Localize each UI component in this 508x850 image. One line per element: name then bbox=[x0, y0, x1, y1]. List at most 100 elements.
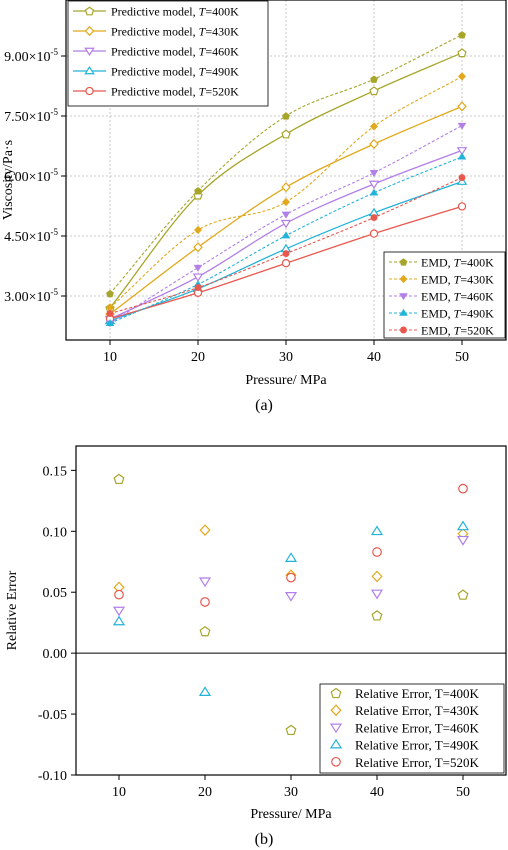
x-axis-label: Pressure/ MPa bbox=[245, 373, 327, 388]
x-tick-label: 40 bbox=[370, 785, 384, 800]
legend-item: Relative Error, T=520K bbox=[331, 755, 480, 770]
data-point bbox=[370, 525, 384, 536]
y-tick-label: 4.50×10-5 bbox=[4, 227, 58, 245]
legend-label: Relative Error, T=520K bbox=[355, 755, 480, 770]
legend-marker bbox=[331, 756, 341, 767]
data-point bbox=[371, 570, 383, 583]
data-point bbox=[286, 572, 296, 583]
data-point bbox=[370, 75, 378, 83]
data-point bbox=[112, 615, 126, 626]
legend-item: Predictive model, T=490K bbox=[73, 65, 239, 79]
data-point bbox=[456, 147, 468, 156]
data-point bbox=[194, 187, 202, 195]
data-point bbox=[194, 225, 202, 235]
x-axis-label: Pressure/ MPa bbox=[250, 807, 332, 822]
data-point bbox=[106, 289, 114, 298]
y-tick-label: 6.00×10-5 bbox=[4, 167, 58, 185]
legend-marker bbox=[84, 65, 95, 75]
data-point bbox=[200, 597, 210, 607]
legend-marker bbox=[84, 47, 95, 57]
legend-label: EMD, T=460K bbox=[421, 290, 494, 304]
legend-marker bbox=[399, 274, 408, 284]
legend-label: Relative Error, T=400K bbox=[355, 686, 480, 701]
data-point bbox=[199, 524, 211, 536]
data-point bbox=[282, 197, 290, 207]
data-point bbox=[199, 625, 211, 637]
y-tick-label: -0.05 bbox=[38, 708, 67, 723]
data-point bbox=[106, 310, 114, 318]
data-point bbox=[193, 242, 203, 253]
y-tick-label: 9.00×10-5 bbox=[4, 47, 58, 65]
legend-label: Relative Error, T=460K bbox=[355, 720, 480, 735]
data-point bbox=[456, 535, 470, 546]
legend-marker bbox=[399, 293, 408, 301]
legend-label: EMD, T=400K bbox=[421, 256, 494, 270]
legend-marker bbox=[329, 723, 343, 734]
panel-a-label: (a) bbox=[255, 397, 273, 414]
data-point bbox=[371, 610, 383, 621]
y-tick-label: 0.00 bbox=[43, 647, 68, 662]
data-point bbox=[198, 577, 212, 588]
data-point bbox=[369, 138, 379, 150]
data-point bbox=[370, 589, 384, 600]
data-point bbox=[281, 129, 291, 139]
legend-model: Predictive model, T=400K Predictive model… bbox=[67, 0, 269, 107]
data-point bbox=[458, 31, 466, 39]
legend-marker bbox=[84, 6, 95, 16]
data-point bbox=[198, 686, 212, 696]
chart-a-viscosity: 10 20 30 40 50 3.00×10-5 4.50×10-5 6.00×10-5 7.5… bbox=[1, 0, 507, 388]
legend-label: EMD, T=520K bbox=[421, 324, 494, 338]
data-point bbox=[369, 170, 379, 177]
legend-box bbox=[67, 0, 269, 107]
legend-item: Predictive model, T=460K bbox=[73, 45, 239, 59]
y-axis-label: Viscosity/Pa·s bbox=[1, 140, 16, 220]
y-tick-label: 0.10 bbox=[43, 525, 68, 540]
legend-item: EMD, T=490K bbox=[389, 307, 494, 321]
data-point bbox=[192, 273, 204, 282]
legend-marker bbox=[400, 326, 407, 334]
series-emd-t-430k bbox=[106, 72, 466, 312]
data-point bbox=[105, 319, 115, 326]
legend-box bbox=[319, 683, 505, 774]
legend-item: Predictive model, T=400K bbox=[73, 5, 239, 19]
legend-label: Relative Error, T=430K bbox=[355, 703, 480, 718]
legend-item: Predictive model, T=520K bbox=[73, 85, 239, 99]
series-relative-error-t-520k bbox=[114, 483, 468, 607]
data-point bbox=[370, 122, 378, 131]
data-point bbox=[112, 606, 126, 617]
data-point bbox=[458, 72, 466, 81]
legend-label: EMD, T=490K bbox=[421, 307, 494, 321]
x-tick-label: 30 bbox=[284, 785, 298, 800]
data-point bbox=[369, 188, 379, 196]
legend-item: EMD, T=400K bbox=[389, 256, 494, 270]
series-line bbox=[109, 52, 463, 309]
legend-marker bbox=[85, 86, 94, 96]
data-point bbox=[457, 589, 469, 600]
data-point bbox=[281, 182, 291, 193]
series-predictive-model-t-520k bbox=[105, 202, 467, 323]
data-point bbox=[284, 592, 298, 602]
data-point bbox=[113, 473, 125, 485]
legend-marker bbox=[399, 258, 408, 266]
legend-item: EMD, T=430K bbox=[389, 273, 494, 287]
legend-relative-error: Relative Error, T=400K Relative Error, T=… bbox=[319, 683, 505, 774]
legend-marker bbox=[330, 704, 342, 717]
legend-emd: EMD, T=400K EMD, T=430K EMD, T=460K EMD, T=… bbox=[383, 251, 506, 339]
data-point bbox=[372, 547, 382, 557]
y-tick-label: -0.10 bbox=[38, 769, 67, 784]
legend-label: Predictive model, T=520K bbox=[111, 85, 239, 99]
data-point bbox=[285, 724, 297, 736]
y-tick-label: 7.50×10-5 bbox=[4, 107, 58, 125]
x-tick-label: 10 bbox=[103, 350, 117, 365]
x-tick-label: 30 bbox=[279, 350, 293, 365]
series-predictive-model-t-460k bbox=[104, 147, 468, 325]
data-point bbox=[370, 214, 378, 222]
data-point bbox=[368, 180, 380, 190]
x-tick-label: 10 bbox=[112, 785, 126, 800]
legend-marker bbox=[330, 687, 342, 699]
legend-item: Relative Error, T=490K bbox=[329, 738, 480, 753]
y-tick-label: 3.00×10-5 bbox=[4, 287, 58, 305]
series-relative-error-t-490k bbox=[112, 520, 470, 696]
data-point bbox=[281, 231, 291, 239]
